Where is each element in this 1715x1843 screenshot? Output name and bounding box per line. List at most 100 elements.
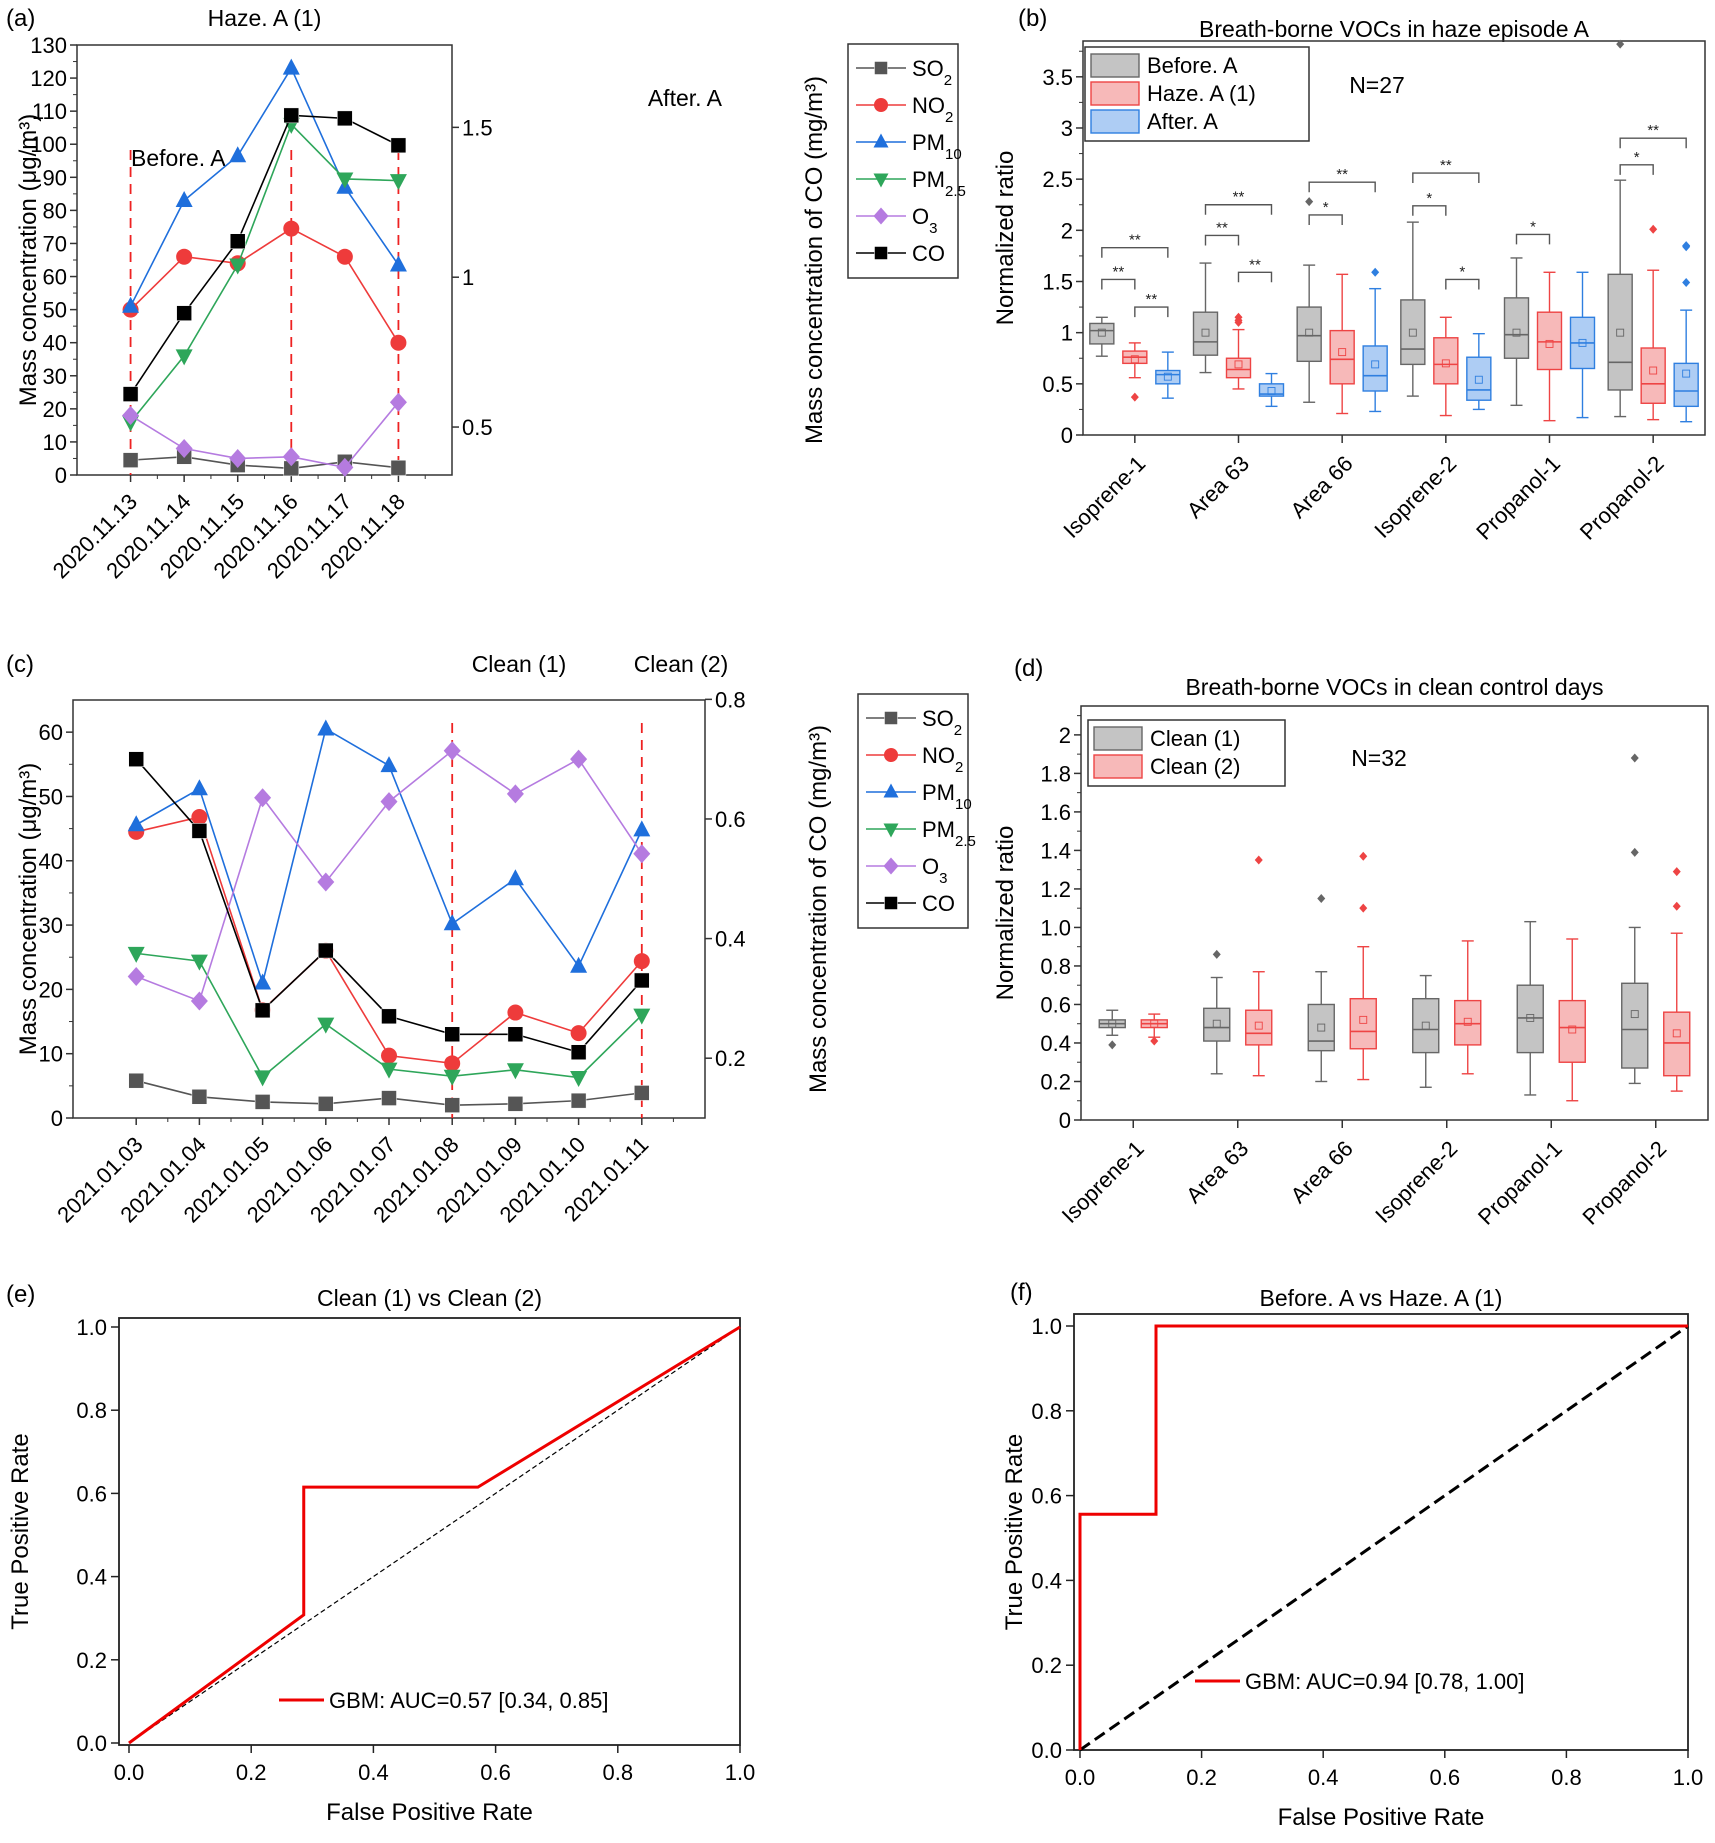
y-tick-label: 0.6 (76, 1481, 107, 1506)
mean-marker (1371, 360, 1380, 369)
outlier-point (1371, 267, 1380, 277)
data-point (282, 447, 300, 467)
iqr-box (1307, 1003, 1335, 1052)
iqr-box (1296, 306, 1322, 363)
mean-marker (1234, 360, 1243, 369)
legend-marker (884, 896, 898, 910)
iqr-box (1558, 999, 1586, 1063)
series-so2 (122, 449, 407, 477)
significance-stars: * (1323, 199, 1329, 216)
data-point (175, 349, 193, 366)
legend-label: CO (922, 891, 955, 916)
y-tick-label: 0.0 (76, 1731, 107, 1756)
significance-bracket: ** (1308, 166, 1376, 193)
mean-marker (1201, 328, 1210, 337)
x-tick-label: 0.6 (480, 1760, 511, 1785)
y-tick-label: 1 (1061, 321, 1073, 346)
legend-frame (847, 43, 959, 279)
significance-bracket: * (1308, 199, 1343, 225)
plot-frame (118, 1317, 741, 1746)
series-o3 (127, 741, 651, 1011)
outlier-point (1234, 312, 1243, 322)
y-tick-label: 60 (43, 265, 67, 290)
outlier-point (1305, 197, 1314, 207)
y-tick-label: 0.4 (76, 1565, 107, 1590)
box-area-66 (1349, 851, 1377, 1081)
box-isoprene-1 (1122, 342, 1148, 402)
data-point (506, 869, 524, 886)
mean-marker (1616, 328, 1625, 337)
data-point (229, 258, 247, 275)
legend-label: PM2.5 (912, 167, 966, 200)
data-point (254, 788, 272, 808)
data-point (254, 1070, 272, 1087)
bracket-line (1134, 306, 1169, 318)
data-point (122, 386, 139, 402)
mean-marker (1463, 1017, 1472, 1026)
legend-label: PM10 (912, 130, 962, 163)
legend-swatch (1093, 754, 1143, 779)
series-no2 (128, 809, 650, 1072)
roc-curve (128, 1325, 741, 1745)
chart-panel-c: (c)01020304050600.20.40.60.82021.01.0320… (6, 651, 976, 1227)
x-tick-label: Isoprene-2 (1370, 1136, 1462, 1228)
legend-label: PM2.5 (922, 817, 976, 850)
x-tick-label: 0.6 (1430, 1765, 1461, 1790)
x-axis-label: False Positive Rate (1278, 1804, 1485, 1831)
y-tick-label: 50 (39, 784, 63, 809)
outlier-point (1212, 949, 1221, 959)
bracket-line (1412, 205, 1447, 216)
outlier-point (1317, 894, 1326, 904)
iqr-box (1258, 383, 1285, 397)
data-point (443, 1069, 461, 1086)
box-area-63 (1192, 262, 1219, 374)
y2-tick-label: 0.8 (715, 687, 746, 712)
data-point (507, 1096, 524, 1112)
bracket-line (1204, 204, 1273, 215)
series-line (130, 456, 399, 470)
data-point (190, 954, 208, 971)
data-point (444, 1026, 460, 1043)
event-annotation: Before. A (131, 145, 226, 171)
x-tick-label: 1.0 (725, 1760, 756, 1785)
iqr-box (1466, 356, 1492, 401)
data-point (444, 1055, 461, 1072)
box-propanol-1 (1569, 271, 1596, 419)
mean-marker (1254, 1021, 1263, 1030)
legend: SO2 NO2 PM10 PM2.5 O3 CO (857, 693, 976, 929)
y-tick-label: 30 (39, 913, 63, 938)
y-tick-label: 2 (1059, 723, 1071, 748)
y-tick-label: 0.4 (1040, 1031, 1071, 1056)
x-axis-label: False Positive Rate (326, 1799, 533, 1826)
x-tick-label: 0.0 (114, 1760, 145, 1785)
outlier-point (1359, 851, 1368, 861)
data-point (283, 220, 300, 237)
series-line (136, 816, 643, 1065)
legend-swatch (1090, 81, 1140, 106)
legend-marker (874, 61, 888, 75)
data-point (122, 405, 140, 425)
data-point (390, 334, 407, 351)
data-point (336, 248, 353, 265)
y-tick-label: 70 (43, 231, 67, 256)
y-tick-label: 0.6 (1040, 992, 1071, 1017)
series-no2 (122, 220, 407, 351)
chart-panel-d: (d) Breath-borne VOCs in clean control da… (992, 655, 1709, 1230)
outlier-point (1682, 241, 1691, 251)
bracket-line (1515, 233, 1551, 245)
y-tick-label: 2.5 (1042, 167, 1073, 192)
bracket-line (1101, 247, 1169, 258)
data-point (318, 1096, 334, 1112)
y-tick-label: 1.8 (1040, 761, 1071, 786)
bracket-line (1412, 172, 1480, 184)
data-point (254, 1002, 271, 1019)
data-point (127, 967, 145, 987)
data-point (390, 459, 407, 476)
box-propanol-2 (1673, 241, 1699, 423)
mean-marker (1568, 1025, 1577, 1034)
x-tick-label: Isoprene-2 (1369, 451, 1461, 543)
x-tick-label: 0.8 (1551, 1765, 1582, 1790)
iqr-box (1663, 1011, 1691, 1077)
mean-marker (1267, 387, 1276, 395)
